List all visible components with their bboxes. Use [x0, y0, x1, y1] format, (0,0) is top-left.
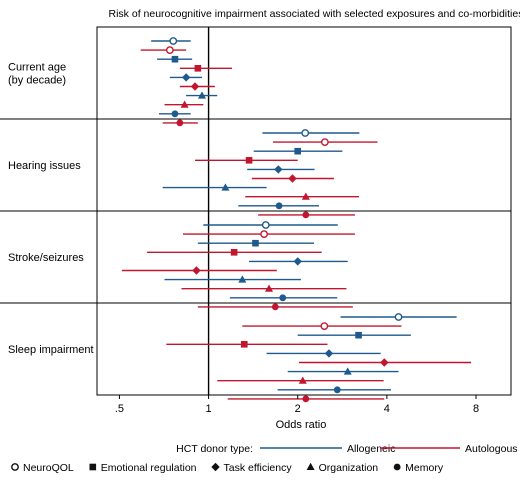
group-label: Hearing issues	[8, 160, 81, 172]
x-axis-title: Odds ratio	[276, 419, 327, 431]
point-estimate	[192, 266, 201, 275]
group-label-line: Stroke/seizures	[8, 252, 84, 264]
legend-outcome-label: Organization	[319, 462, 379, 474]
legend-title: HCT donor type:	[176, 443, 253, 455]
point-estimate	[298, 376, 307, 384]
legend-label-autologous: Autologous	[465, 443, 518, 455]
legend-outcome-label: Task efficiency	[224, 462, 293, 474]
point-estimate	[343, 367, 352, 375]
point-estimate	[320, 138, 329, 147]
group-label-line: Sleep impairment	[8, 344, 94, 356]
point-estimate	[171, 55, 179, 63]
legend-marker-diamond	[211, 462, 220, 472]
point-estimate	[180, 100, 189, 108]
x-tick-label: 8	[473, 403, 479, 415]
point-estimate	[176, 119, 184, 127]
x-tick-label: 2	[295, 403, 301, 415]
group-label-line: (by decade)	[8, 75, 66, 87]
point-estimate	[260, 230, 269, 239]
chart-title: Risk of neurocognitive impairment associ…	[109, 8, 520, 20]
legend-marker-circle	[393, 463, 401, 471]
point-estimate	[302, 211, 310, 219]
point-estimate	[301, 192, 310, 200]
x-tick-label: 1	[206, 403, 212, 415]
point-estimate	[240, 341, 248, 348]
point-estimate	[230, 249, 238, 256]
point-estimate	[271, 303, 279, 311]
point-estimate	[275, 202, 283, 210]
group-label-line: Current age	[8, 62, 66, 74]
group-label: Stroke/seizures	[8, 252, 84, 264]
legend-outcome-label: NeuroQOL	[23, 462, 74, 474]
group-label: Sleep impairment	[8, 344, 94, 356]
x-axis: .5 1 2 4 8	[115, 395, 479, 415]
point-estimate	[261, 221, 270, 229]
group-label-line: Hearing issues	[8, 160, 81, 172]
point-estimate	[169, 37, 178, 45]
legend: HCT donor type: Allogeneic Autologous Neuro…	[11, 443, 518, 474]
point-estimate	[245, 157, 253, 164]
legend-outcome-label: Emotional regulation	[101, 462, 197, 474]
point-estimate	[301, 129, 310, 137]
point-estimate	[288, 174, 297, 183]
x-tick-label: .5	[115, 403, 124, 415]
legend-label-allogeneic: Allogeneic	[347, 443, 395, 455]
point-estimate	[221, 183, 230, 191]
point-estimate	[238, 275, 247, 283]
point-estimate	[380, 358, 389, 367]
point-estimate	[252, 239, 259, 247]
point-estimate	[293, 257, 302, 266]
point-estimate	[279, 294, 287, 302]
legend-marker-open-circle	[11, 463, 19, 471]
point-estimate	[190, 82, 200, 91]
point-estimate	[294, 147, 302, 155]
plot-area: Current age (by decade) Hearing issues Stro…	[0, 26, 512, 403]
legend-marker-triangle	[306, 462, 315, 470]
legend-outcome-label: Memory	[405, 462, 444, 474]
point-estimate	[394, 313, 403, 321]
point-estimate	[181, 73, 191, 82]
point-estimate	[333, 386, 341, 394]
legend-marker-square	[89, 463, 97, 471]
point-estimate	[320, 322, 329, 330]
point-estimate	[165, 46, 174, 54]
point-estimate	[274, 165, 283, 174]
point-estimate	[324, 349, 334, 358]
point-estimate	[197, 91, 206, 99]
point-estimate	[355, 331, 362, 339]
point-estimate	[302, 395, 310, 403]
point-estimate	[171, 110, 179, 118]
group-label: Current age (by decade)	[8, 62, 66, 87]
x-tick-label: 4	[384, 403, 390, 415]
point-estimate	[265, 284, 274, 292]
point-estimate	[194, 65, 202, 72]
